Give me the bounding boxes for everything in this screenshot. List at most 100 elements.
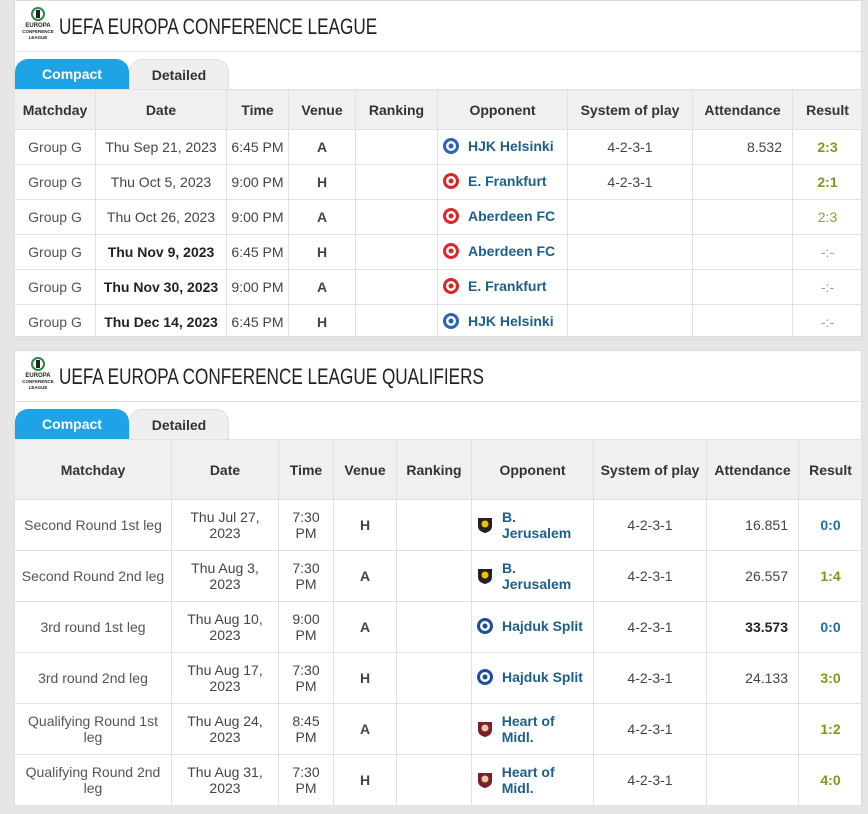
opponent-name[interactable]: B. Jerusalem: [501, 560, 572, 592]
opponent-cell: HJK Helsinki: [437, 129, 568, 165]
club-crest: [443, 277, 459, 294]
opponent-cell: B. Jerusalem: [471, 499, 594, 551]
time: 6:45 PM: [226, 304, 289, 340]
header-row: Matchday Date Time Venue Ranking Opponent Syst…: [14, 89, 863, 130]
column-header: Attendance: [692, 89, 793, 130]
result: 4:0: [798, 754, 863, 806]
opponent: HJK Helsinki: [442, 312, 554, 330]
system: 4-2-3-1: [593, 601, 707, 653]
system: 4-2-3-1: [567, 164, 693, 200]
column-header: Opponent: [471, 439, 594, 500]
club-crest: [477, 668, 493, 685]
matchday: Group G: [14, 199, 96, 235]
match-row: 3rd round 2nd leg Thu Aug 17, 2023 7:30 PM…: [14, 652, 863, 704]
opponent-cell: Hajduk Split: [471, 601, 594, 653]
date: Thu Jul 27, 2023: [171, 499, 279, 551]
date: Thu Nov 30, 2023: [95, 269, 227, 305]
opponent-name[interactable]: Aberdeen FC: [468, 207, 556, 224]
date: Thu Sep 21, 2023: [95, 129, 227, 165]
match-row: Qualifying Round 2nd leg Thu Aug 31, 2023…: [14, 754, 863, 806]
tab[interactable]: Compact: [15, 409, 129, 439]
opponent: E. Frankfurt: [442, 172, 547, 190]
club-crest: [443, 207, 459, 224]
time: 7:30 PM: [278, 652, 334, 704]
club-crest: [478, 569, 492, 584]
system: 4-2-3-1: [593, 652, 707, 704]
ranking: [396, 601, 472, 653]
venue: A: [333, 550, 397, 602]
match-row: Group G Thu Oct 26, 2023 9:00 PM A Aberdeen …: [14, 199, 863, 235]
system: [567, 269, 693, 305]
opponent-name[interactable]: B. Jerusalem: [501, 509, 572, 541]
opponent: Hajduk Split: [476, 617, 583, 635]
column-header: Date: [171, 439, 279, 500]
ranking: [396, 754, 472, 806]
opponent-cell: E. Frankfurt: [437, 164, 568, 200]
column-header: Result: [792, 89, 863, 130]
panel-header: EUROPA CONFERENCE LEAGUE UEFA EUROPA CONFER…: [15, 351, 861, 402]
opponent-name[interactable]: Hajduk Split: [502, 617, 583, 634]
result: 1:2: [798, 703, 863, 755]
attendance: 16.851: [706, 499, 799, 551]
attendance: [692, 304, 793, 340]
date: Thu Oct 5, 2023: [95, 164, 227, 200]
ranking: [396, 550, 472, 602]
panel: EUROPA CONFERENCE LEAGUE UEFA EUROPA CONFER…: [14, 0, 863, 340]
column-header: Attendance: [706, 439, 799, 500]
tab-bar: Compact Detailed: [15, 52, 861, 89]
system: [567, 199, 693, 235]
match-row: Group G Thu Dec 14, 2023 6:45 PM H HJK Helsi…: [14, 304, 863, 340]
venue: H: [288, 234, 356, 270]
club-crest: [443, 242, 459, 259]
time: 9:00 PM: [226, 199, 289, 235]
venue: A: [288, 129, 356, 165]
match-row: Group G Thu Nov 9, 2023 6:45 PM H Aberdeen F…: [14, 234, 863, 270]
time: 7:30 PM: [278, 499, 334, 551]
match-row: Group G Thu Oct 5, 2023 9:00 PM H E. Frankfu…: [14, 164, 863, 200]
system: [567, 234, 693, 270]
opponent-cell: Heart of Midl.: [471, 754, 594, 806]
column-header: System of play: [567, 89, 693, 130]
logo-text: EUROPA: [25, 373, 51, 379]
club-crest: [443, 312, 459, 329]
opponent-name[interactable]: E. Frankfurt: [468, 172, 547, 189]
tab[interactable]: Detailed: [129, 59, 229, 89]
time: 6:45 PM: [226, 129, 289, 165]
result: 2:1: [792, 164, 863, 200]
venue: H: [288, 304, 356, 340]
opponent-name[interactable]: HJK Helsinki: [468, 137, 554, 154]
opponent-name[interactable]: Hajduk Split: [502, 668, 583, 685]
date: Thu Aug 10, 2023: [171, 601, 279, 653]
match-row: 3rd round 1st leg Thu Aug 10, 2023 9:00 PM…: [14, 601, 863, 653]
column-header: Ranking: [355, 89, 438, 130]
opponent-name[interactable]: Aberdeen FC: [468, 242, 556, 259]
system: [567, 304, 693, 340]
tab[interactable]: Detailed: [129, 409, 229, 439]
venue: H: [288, 164, 356, 200]
time: 9:00 PM: [226, 164, 289, 200]
column-header: System of play: [593, 439, 707, 500]
opponent-name[interactable]: Heart of Midl.: [501, 713, 555, 745]
opponent-cell: Heart of Midl.: [471, 703, 594, 755]
column-header: Venue: [288, 89, 356, 130]
tab[interactable]: Compact: [15, 59, 129, 89]
result: 3:0: [798, 652, 863, 704]
attendance: 24.133: [706, 652, 799, 704]
ranking: [396, 652, 472, 704]
opponent-name[interactable]: HJK Helsinki: [468, 312, 554, 329]
panel: EUROPA CONFERENCE LEAGUE UEFA EUROPA CONFER…: [14, 350, 863, 806]
club-crest: [478, 518, 492, 533]
result: 2:3: [792, 129, 863, 165]
time: 7:30 PM: [278, 550, 334, 602]
attendance: [692, 234, 793, 270]
column-header: Matchday: [14, 439, 172, 500]
opponent-name[interactable]: Heart of Midl.: [501, 764, 555, 796]
opponent-cell: Hajduk Split: [471, 652, 594, 704]
system: 4-2-3-1: [593, 499, 707, 551]
logo-text: CONFERENCE: [22, 379, 54, 384]
date: Thu Nov 9, 2023: [95, 234, 227, 270]
time: 7:30 PM: [278, 754, 334, 806]
table-head: Matchday Date Time Venue Ranking Opponent Syst…: [14, 439, 863, 500]
system: 4-2-3-1: [593, 550, 707, 602]
opponent-name[interactable]: E. Frankfurt: [468, 277, 547, 294]
